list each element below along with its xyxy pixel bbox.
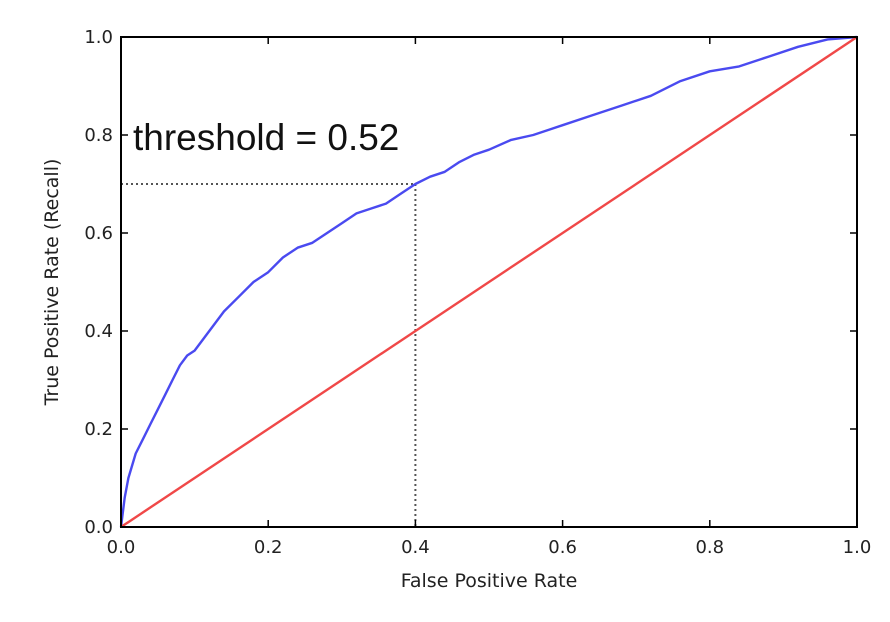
y-tick-label: 0.8 [84, 125, 113, 146]
y-tick-label: 0.4 [84, 321, 113, 342]
roc-curve-line [119, 35, 858, 528]
x-tick-label: 0.0 [107, 537, 136, 558]
plot-frame [120, 36, 858, 528]
x-tick-label: 0.8 [695, 537, 724, 558]
threshold-guides [121, 183, 417, 527]
x-tick-label: 0.4 [401, 537, 430, 558]
y-axis-label: True Positive Rate (Recall) [41, 159, 63, 407]
x-tick-label: 0.6 [548, 537, 577, 558]
y-tick-label: 1.0 [84, 27, 113, 48]
x-tick-label: 1.0 [843, 537, 872, 558]
x-axis-label: False Positive Rate [401, 570, 578, 592]
x-tick-label: 0.2 [254, 537, 283, 558]
axis-ticks: 0.0 0.2 0.4 0.6 0.8 1.0 0.0 0.2 0.4 0.6 0.8 1.0 [84, 27, 871, 558]
y-tick-label: 0.6 [84, 223, 113, 244]
random-baseline-line [120, 36, 858, 528]
y-tick-label: 0.0 [84, 517, 113, 538]
series-lines [119, 35, 858, 528]
threshold-annotation: threshold = 0.52 [133, 117, 399, 158]
y-tick-label: 0.2 [84, 419, 113, 440]
